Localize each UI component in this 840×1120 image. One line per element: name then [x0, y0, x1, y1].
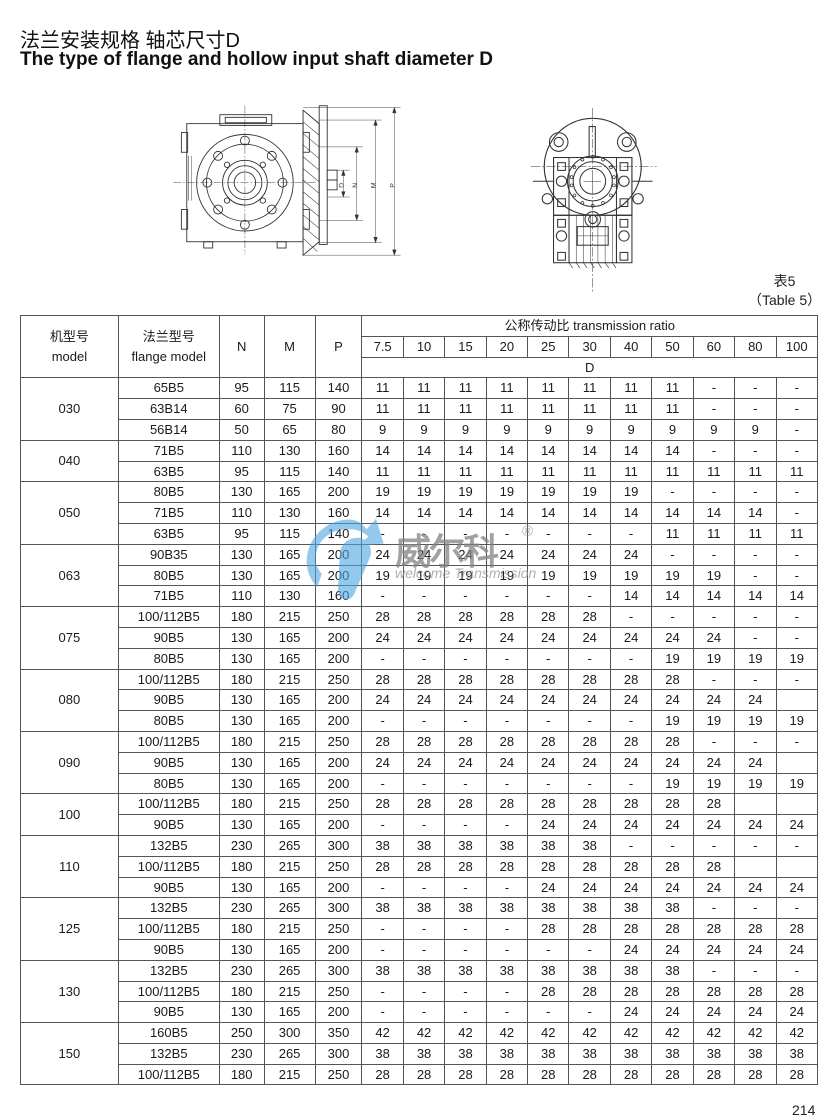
svg-text:N: N — [352, 183, 359, 188]
svg-text:P: P — [389, 183, 396, 188]
svg-text:D: D — [338, 183, 345, 188]
svg-text:M: M — [371, 182, 378, 188]
